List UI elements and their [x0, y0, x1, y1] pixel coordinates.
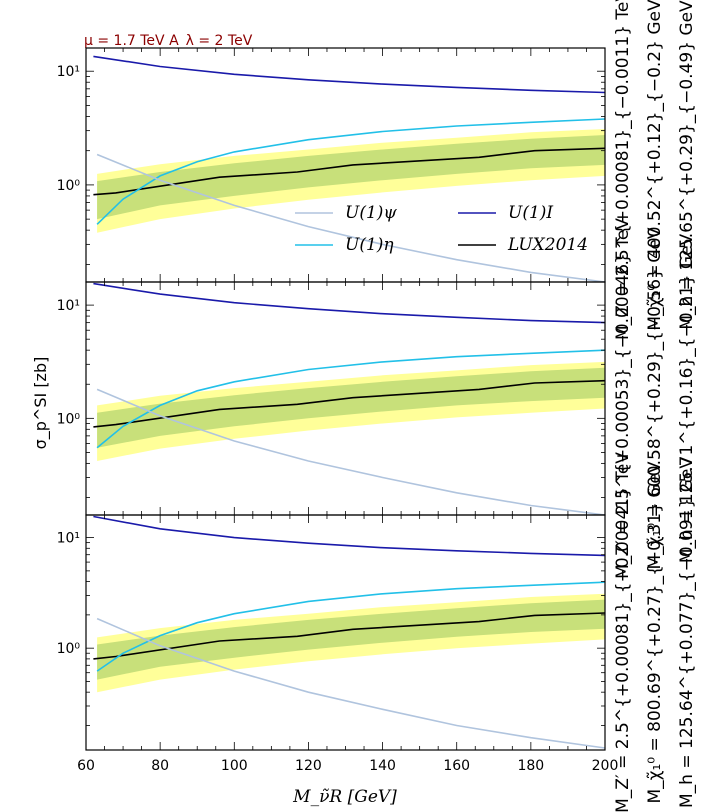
y-tick-label: 10¹ — [57, 531, 80, 547]
side-label: M_Z′ = 2.5^{+0.00081}_{−0.00041} TeV — [613, 452, 633, 812]
x-tick-label: 140 — [369, 758, 396, 774]
x-tick-label: 160 — [443, 758, 470, 774]
x-tick-label: 100 — [221, 758, 248, 774]
panel-2: 10⁰ 10¹ M_Z′ = 2.5^{+0.00053}_{−0.00046} T… — [57, 218, 697, 579]
series-line-lux2014 — [93, 612, 605, 660]
series-line-u-1- — [96, 153, 605, 282]
y-tick-label: 10⁰ — [57, 411, 81, 427]
legend-label: LUX2014 — [507, 235, 588, 255]
y-tick-label: 10⁰ — [57, 178, 81, 194]
x-tick-label: 120 — [295, 758, 322, 774]
top-annotation: μ = 1.7 TeV A_λ = 2 TeV — [84, 33, 253, 49]
side-label: M_χ̃₁⁰ = 800.69^{+0.27}_{−0.31} GeV — [645, 461, 665, 803]
series-line-u-1- — [96, 617, 605, 749]
band-inner — [97, 367, 605, 448]
series-line-lux2014 — [93, 379, 605, 428]
x-axis-label: M_ν̃R [GeV] — [292, 787, 397, 807]
y-axis-label: σ_p^SI [zb] — [31, 357, 51, 450]
legend-label: U(1)ψ — [345, 203, 397, 223]
legend: U(1)ψ U(1)I U(1)η LUX2014 — [295, 203, 588, 255]
side-label: M_h = 125.71^{+0.16}_{−0.21} GeV — [677, 233, 697, 563]
x-tick-label: 200 — [592, 758, 619, 774]
series-line-u-1-i — [93, 282, 605, 324]
side-label: M_Z′ = 2.5^{+0.00081}_{−0.0011} TeV — [613, 0, 633, 340]
series-line-u-1- — [96, 581, 605, 672]
series-line-u-1- — [96, 349, 605, 449]
x-tick-label: 180 — [517, 758, 544, 774]
legend-label: U(1)η — [345, 235, 394, 255]
side-label: M_h = 125.65^{+0.29}_{−0.49} GeV — [677, 0, 697, 330]
series-line-u-1- — [96, 118, 605, 225]
panel-1: 10⁰ 10¹ U(1)ψ U(1)I U(1)η LUX2014 M_Z′ = 2.5^{… — [57, 0, 697, 340]
band-inner — [97, 135, 605, 220]
side-label: M_χ̃₁⁰ = 400.52^{+0.12}_{−0.2} GeV — [645, 0, 665, 331]
y-tick-label: 10¹ — [57, 64, 80, 80]
band-inner — [97, 599, 605, 680]
y-tick-label: 10¹ — [57, 298, 80, 314]
x-tick-label: 60 — [77, 758, 95, 774]
side-label: M_h = 125.64^{+0.077}_{−0.091} GeV — [677, 457, 697, 808]
series-line-u-1-i — [93, 515, 605, 557]
side-label: M_Z′ = 2.5^{+0.00053}_{−0.00046} TeV — [613, 218, 633, 579]
y-tick-label: 10⁰ — [57, 641, 81, 657]
series-line-u-1-i — [93, 55, 605, 94]
series-line-lux2014 — [93, 147, 605, 196]
x-tick-label: 80 — [151, 758, 169, 774]
series-line-u-1- — [96, 388, 605, 515]
legend-label: U(1)I — [508, 203, 553, 223]
side-label: M_χ̃₁⁰ = 600.58^{+0.29}_{−0.56} GeV — [645, 227, 665, 569]
